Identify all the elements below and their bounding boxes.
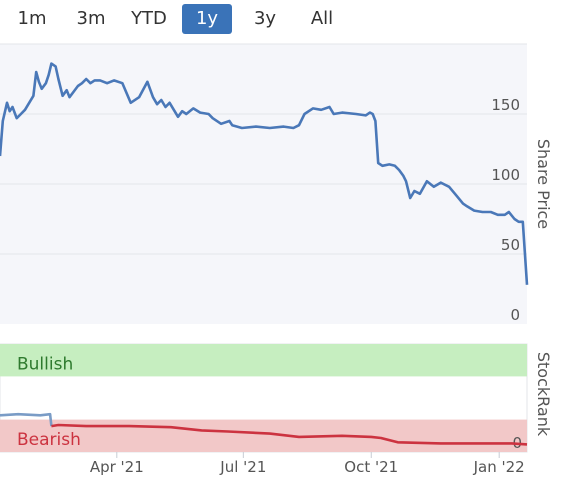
price-y-tick-label: 150 (491, 96, 520, 114)
bearish-band-label: Bearish (17, 430, 81, 450)
range-selector: 1m 3m YTD 1y 3y All (0, 0, 562, 40)
x-tick-label: Apr '21 (90, 458, 144, 476)
range-1y-button[interactable]: 1y (182, 4, 232, 34)
x-axis: Apr '21 Jul '21 Oct '21 Jan '22 (90, 452, 525, 476)
stockrank-line-early (0, 412, 53, 427)
price-y-axis-label: Share Price (534, 139, 553, 229)
stockrank-line (51, 423, 528, 446)
x-tick-label: Oct '21 (344, 458, 398, 476)
x-tick-label: Jan '22 (473, 458, 525, 476)
price-y-tick-label: 50 (501, 236, 520, 254)
range-1m-button[interactable]: 1m (17, 8, 47, 29)
price-panel: 0 50 100 150 Share Price (0, 43, 553, 324)
stockrank-y-axis-label: StockRank (534, 352, 553, 437)
range-ytd-button[interactable]: YTD (131, 8, 167, 29)
x-tick-label: Jul '21 (219, 458, 266, 476)
price-y-tick-label: 100 (491, 166, 520, 184)
range-3y-button[interactable]: 3y (253, 8, 277, 29)
bullish-band (0, 344, 527, 377)
bullish-band-label: Bullish (17, 354, 73, 374)
range-all-button[interactable]: All (310, 8, 334, 29)
range-3m-button[interactable]: 3m (76, 8, 106, 29)
price-y-tick-label: 0 (510, 306, 520, 324)
share-price-line (0, 62, 529, 285)
